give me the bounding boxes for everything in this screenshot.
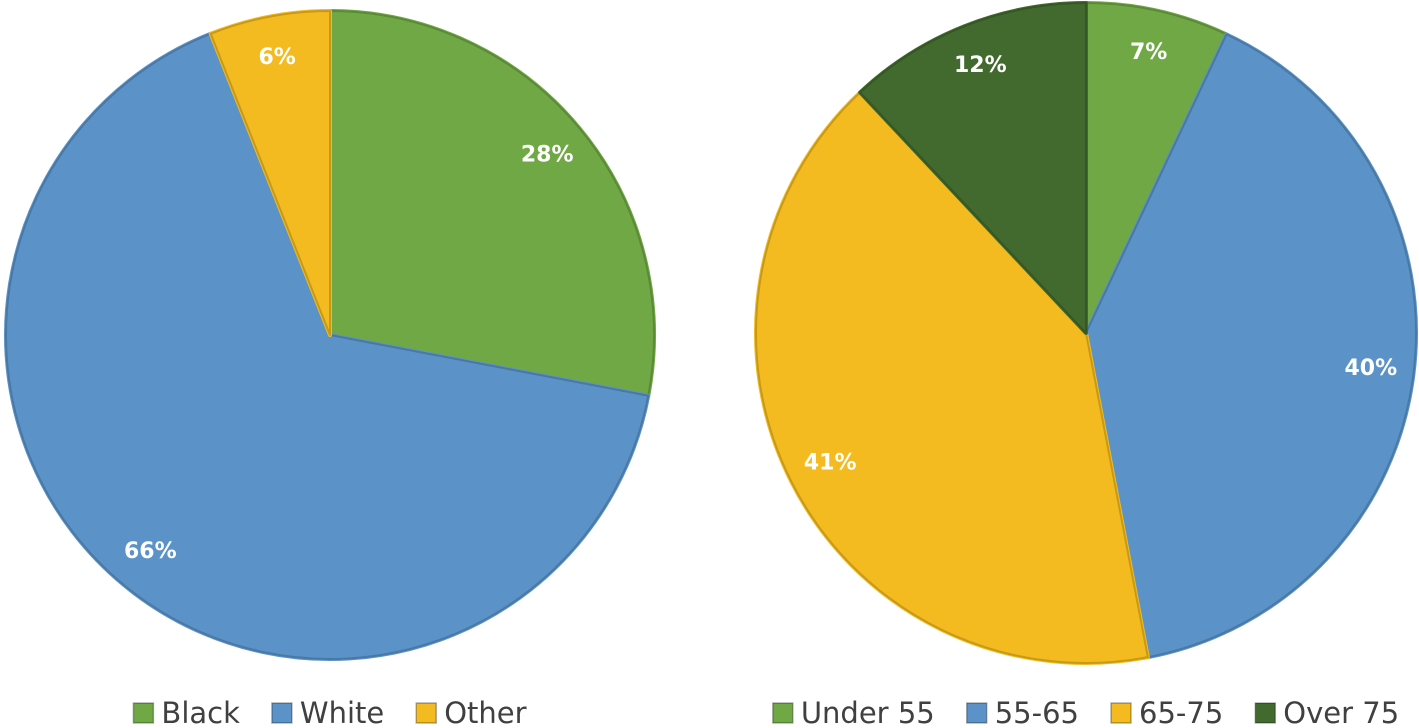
data-label: 6%	[259, 45, 296, 70]
legend-swatch	[132, 702, 155, 724]
legend: Black White Other	[132, 696, 527, 728]
slice-outline	[755, 91, 1149, 664]
pie-slice	[4, 31, 651, 661]
legend-label: 65-75	[1139, 696, 1223, 728]
legend-swatch	[1110, 702, 1132, 724]
legend-label: Other	[444, 696, 526, 728]
legend-label: Under 55	[801, 696, 935, 728]
slice-outline	[5, 32, 650, 660]
slice-outline	[859, 2, 1087, 334]
slice-outline	[1085, 2, 1228, 334]
data-label: 66%	[124, 539, 177, 564]
pie-slice	[1084, 32, 1418, 660]
pie-slice	[754, 90, 1150, 665]
pie-chart: 7% 40% 41% 12% Under 55 55-65 65-75 Over 75	[754, 1, 1418, 728]
pie-slice	[328, 9, 656, 398]
slice-outline	[209, 10, 331, 336]
pie-slice	[858, 1, 1088, 335]
legend-swatch	[965, 702, 988, 724]
legend-swatch	[772, 702, 794, 724]
data-label: 28%	[521, 142, 574, 167]
data-label: 41%	[804, 450, 857, 475]
data-label: 12%	[954, 53, 1007, 78]
data-label: 7%	[1130, 40, 1167, 65]
legend-label: White	[300, 696, 384, 728]
legend-label: Black	[161, 696, 240, 728]
legend-label: 55-65	[995, 696, 1079, 728]
legend: Under 55 55-65 65-75 Over 75	[772, 696, 1399, 728]
slice-outline	[329, 10, 655, 397]
legend-label: Over 75	[1283, 696, 1399, 728]
legend-swatch	[271, 702, 293, 724]
legend-swatch	[1254, 702, 1277, 724]
pie-chart: 28% 66% 6% Black White Other	[4, 9, 656, 728]
slice-outline	[1085, 33, 1417, 659]
pie-slice	[1084, 1, 1229, 335]
legend-swatch	[415, 702, 437, 724]
pie-slice	[208, 9, 332, 337]
data-label: 40%	[1345, 356, 1398, 381]
